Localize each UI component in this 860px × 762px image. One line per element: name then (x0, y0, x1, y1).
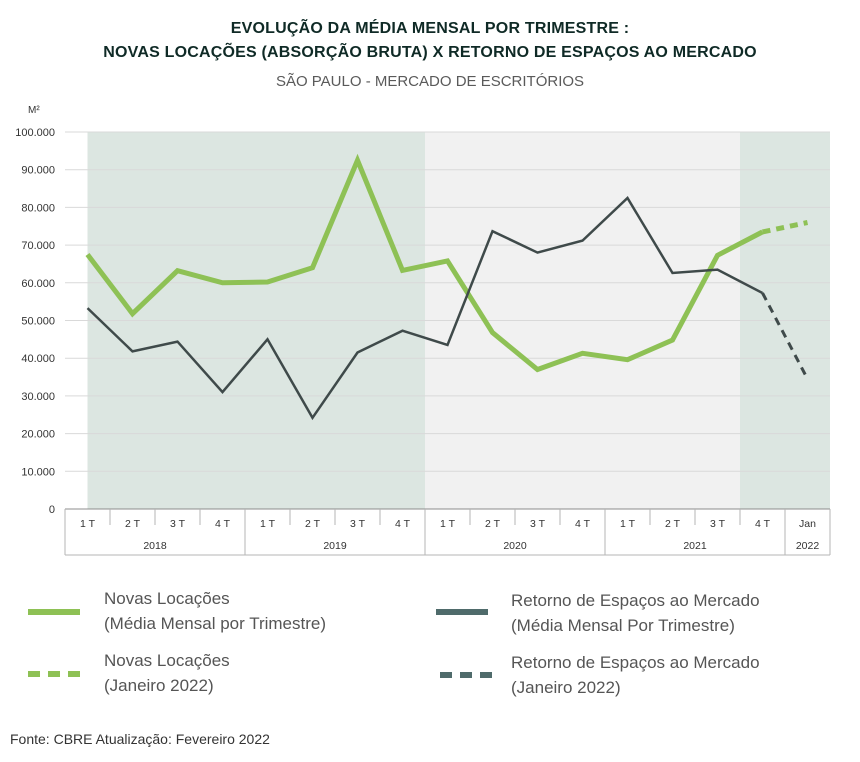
chart-title-line2: NOVAS LOCAÇÕES (ABSORÇÃO BRUTA) X RETORN… (103, 44, 757, 61)
year-label: 2020 (503, 540, 527, 552)
x-tick-label: 2 T (125, 518, 141, 530)
x-tick-label: 4 T (755, 518, 771, 530)
x-tick-label: 1 T (80, 518, 96, 530)
legend-swatch-retorno-solid (436, 609, 488, 615)
year-label: 2018 (143, 540, 167, 552)
y-tick-label: 50.000 (21, 316, 55, 328)
series-dashed-1 (761, 292, 809, 380)
x-tick-label: 2 T (305, 518, 321, 530)
y-tick-label: 10.000 (21, 466, 55, 478)
legend-label: Novas Locações (104, 651, 230, 670)
x-tick-label: 1 T (620, 518, 636, 530)
y-tick-label: 30.000 (21, 391, 55, 403)
year-label: 2021 (683, 540, 707, 552)
y-tick-label: 70.000 (21, 240, 55, 252)
legend-item-retorno: Retorno de Espaços ao Mercado (Média Men… (511, 588, 760, 638)
y-tick-label: 20.000 (21, 429, 55, 441)
legend-item-novas-locacoes-jan: Novas Locações (Janeiro 2022) (104, 648, 230, 698)
x-tick-label: 2 T (665, 518, 681, 530)
year-label: 2019 (323, 540, 347, 552)
chart-subtitle: SÃO PAULO - MERCADO DE ESCRITÓRIOS (275, 73, 585, 90)
y-axis-label: M² (28, 105, 40, 116)
y-tick-label: 100.000 (15, 127, 55, 139)
x-tick-label: 4 T (395, 518, 411, 530)
y-tick-label: 80.000 (21, 202, 55, 214)
x-tick-label: 3 T (170, 518, 186, 530)
legend-label: Novas Locações (104, 589, 230, 608)
legend-label: Retorno de Espaços ao Mercado (511, 591, 760, 610)
legend-label-sub: (Média Mensal por Trimestre) (104, 614, 327, 633)
legend-item-novas-locacoes: Novas Locações (Média Mensal por Trimest… (104, 586, 326, 636)
legend-swatch-novas-locacoes-dashed (28, 671, 80, 677)
legend-label-sub: (Janeiro 2022) (511, 678, 621, 697)
x-tick-label: 1 T (440, 518, 456, 530)
y-tick-label: 40.000 (21, 353, 55, 365)
x-tick-label: 3 T (710, 518, 726, 530)
series-line-0 (85, 153, 764, 373)
y-tick-label: 0 (49, 504, 55, 516)
y-tick-label: 90.000 (21, 165, 55, 177)
x-tick-label: 4 T (215, 518, 231, 530)
legend-label-sub: (Janeiro 2022) (104, 676, 214, 695)
legend-item-retorno-jan: Retorno de Espaços ao Mercado (Janeiro 2… (511, 650, 760, 700)
x-tick-label: 3 T (350, 518, 366, 530)
year-label: 2022 (796, 540, 820, 552)
legend-swatch-retorno-dashed (440, 672, 492, 678)
legend-swatch-novas-locacoes-solid (28, 609, 80, 615)
legend-label-sub: (Média Mensal Por Trimestre) (511, 616, 735, 635)
x-tick-label: 4 T (575, 518, 591, 530)
source-note: Fonte: CBRE Atualização: Fevereiro 2022 (10, 731, 270, 747)
chart-title-line1: EVOLUÇÃO DA MÉDIA MENSAL POR TRIMESTRE : (230, 20, 630, 37)
y-tick-label: 60.000 (21, 278, 55, 290)
x-tick-label: Jan (799, 518, 816, 530)
x-tick-label: 1 T (260, 518, 276, 530)
x-tick-label: 2 T (485, 518, 501, 530)
x-tick-label: 3 T (530, 518, 546, 530)
series-dashed-0 (761, 220, 809, 235)
line-chart: 0 10.000 20.000 30.000 40.000 50.000 60.000 70.… (15, 105, 831, 556)
series-line-1 (86, 196, 764, 421)
legend-label: Retorno de Espaços ao Mercado (511, 653, 760, 672)
